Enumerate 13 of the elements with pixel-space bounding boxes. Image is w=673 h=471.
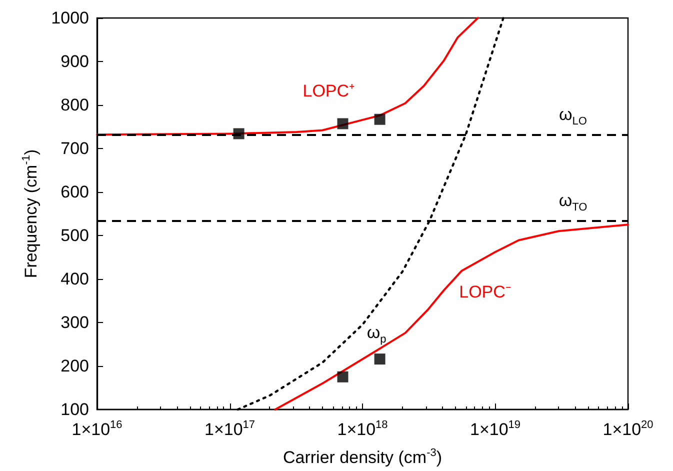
y-tick-label: 900: [60, 52, 89, 71]
y-tick-label: 400: [60, 270, 89, 288]
series-label: LOPC⁺: [302, 81, 356, 100]
y-tick-label: 300: [60, 313, 89, 332]
y-tick-label: 600: [60, 182, 89, 202]
y-tick-label: 100: [60, 400, 89, 419]
y-tick-label: 1000: [51, 8, 89, 28]
y-tick-label: 500: [60, 226, 89, 245]
y-tick-label: 800: [60, 96, 89, 114]
series-label: LOPC⁻: [459, 282, 512, 302]
y-axis-title: Frequency (cm-1): [20, 149, 40, 278]
y-tick-label: 200: [60, 356, 89, 376]
y-tick-label: 700: [60, 139, 89, 158]
